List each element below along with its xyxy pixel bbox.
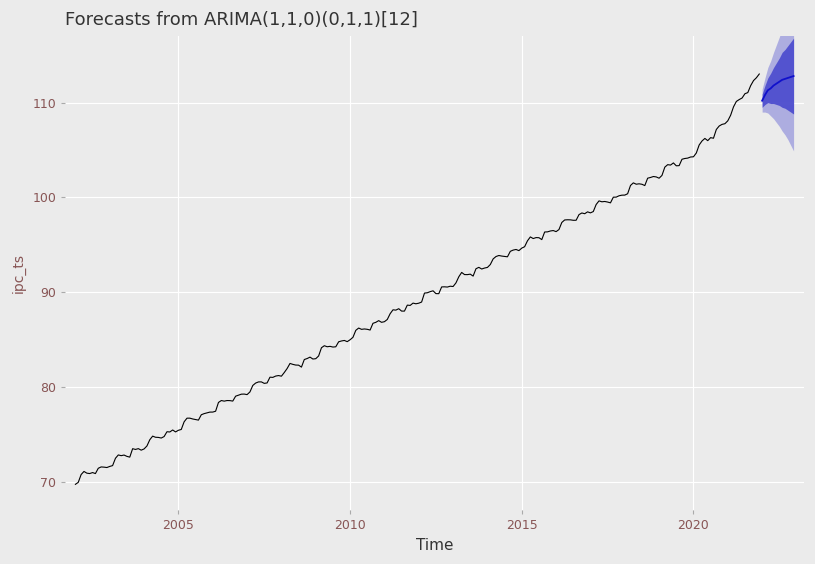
Y-axis label: ipc_ts: ipc_ts	[11, 253, 25, 293]
X-axis label: Time: Time	[416, 538, 453, 553]
Text: Forecasts from ARIMA(1,1,0)(0,1,1)[12]: Forecasts from ARIMA(1,1,0)(0,1,1)[12]	[65, 11, 418, 29]
